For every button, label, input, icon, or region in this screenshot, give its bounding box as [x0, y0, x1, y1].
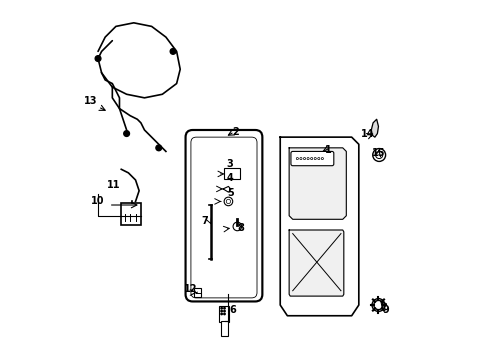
FancyBboxPatch shape [193, 288, 200, 297]
Circle shape [221, 307, 222, 309]
Text: 3: 3 [226, 159, 233, 169]
Text: 4: 4 [226, 173, 233, 183]
FancyBboxPatch shape [218, 306, 229, 322]
Text: 15: 15 [371, 148, 385, 158]
Text: 9: 9 [382, 305, 388, 315]
Text: 12: 12 [184, 284, 197, 294]
Circle shape [156, 145, 162, 151]
FancyBboxPatch shape [121, 203, 141, 225]
FancyBboxPatch shape [220, 321, 228, 336]
Text: 11: 11 [107, 180, 121, 190]
Circle shape [123, 131, 129, 136]
Polygon shape [280, 137, 358, 316]
Text: 8: 8 [237, 223, 244, 233]
Circle shape [221, 310, 222, 312]
FancyBboxPatch shape [290, 152, 333, 166]
Text: 6: 6 [229, 305, 236, 315]
Polygon shape [288, 148, 346, 219]
Text: 5: 5 [226, 188, 233, 198]
Circle shape [224, 310, 225, 312]
Text: 2: 2 [232, 127, 239, 137]
Text: 13: 13 [84, 96, 98, 107]
FancyBboxPatch shape [224, 168, 240, 179]
Circle shape [95, 56, 101, 62]
Circle shape [224, 307, 225, 309]
Circle shape [221, 313, 222, 315]
Text: 10: 10 [91, 197, 104, 206]
Text: 7: 7 [202, 216, 208, 226]
Circle shape [224, 313, 225, 315]
Text: 1: 1 [325, 145, 331, 155]
Circle shape [170, 49, 176, 54]
FancyBboxPatch shape [185, 130, 262, 301]
Text: 14: 14 [360, 129, 374, 139]
Polygon shape [288, 230, 343, 296]
Polygon shape [370, 119, 378, 137]
